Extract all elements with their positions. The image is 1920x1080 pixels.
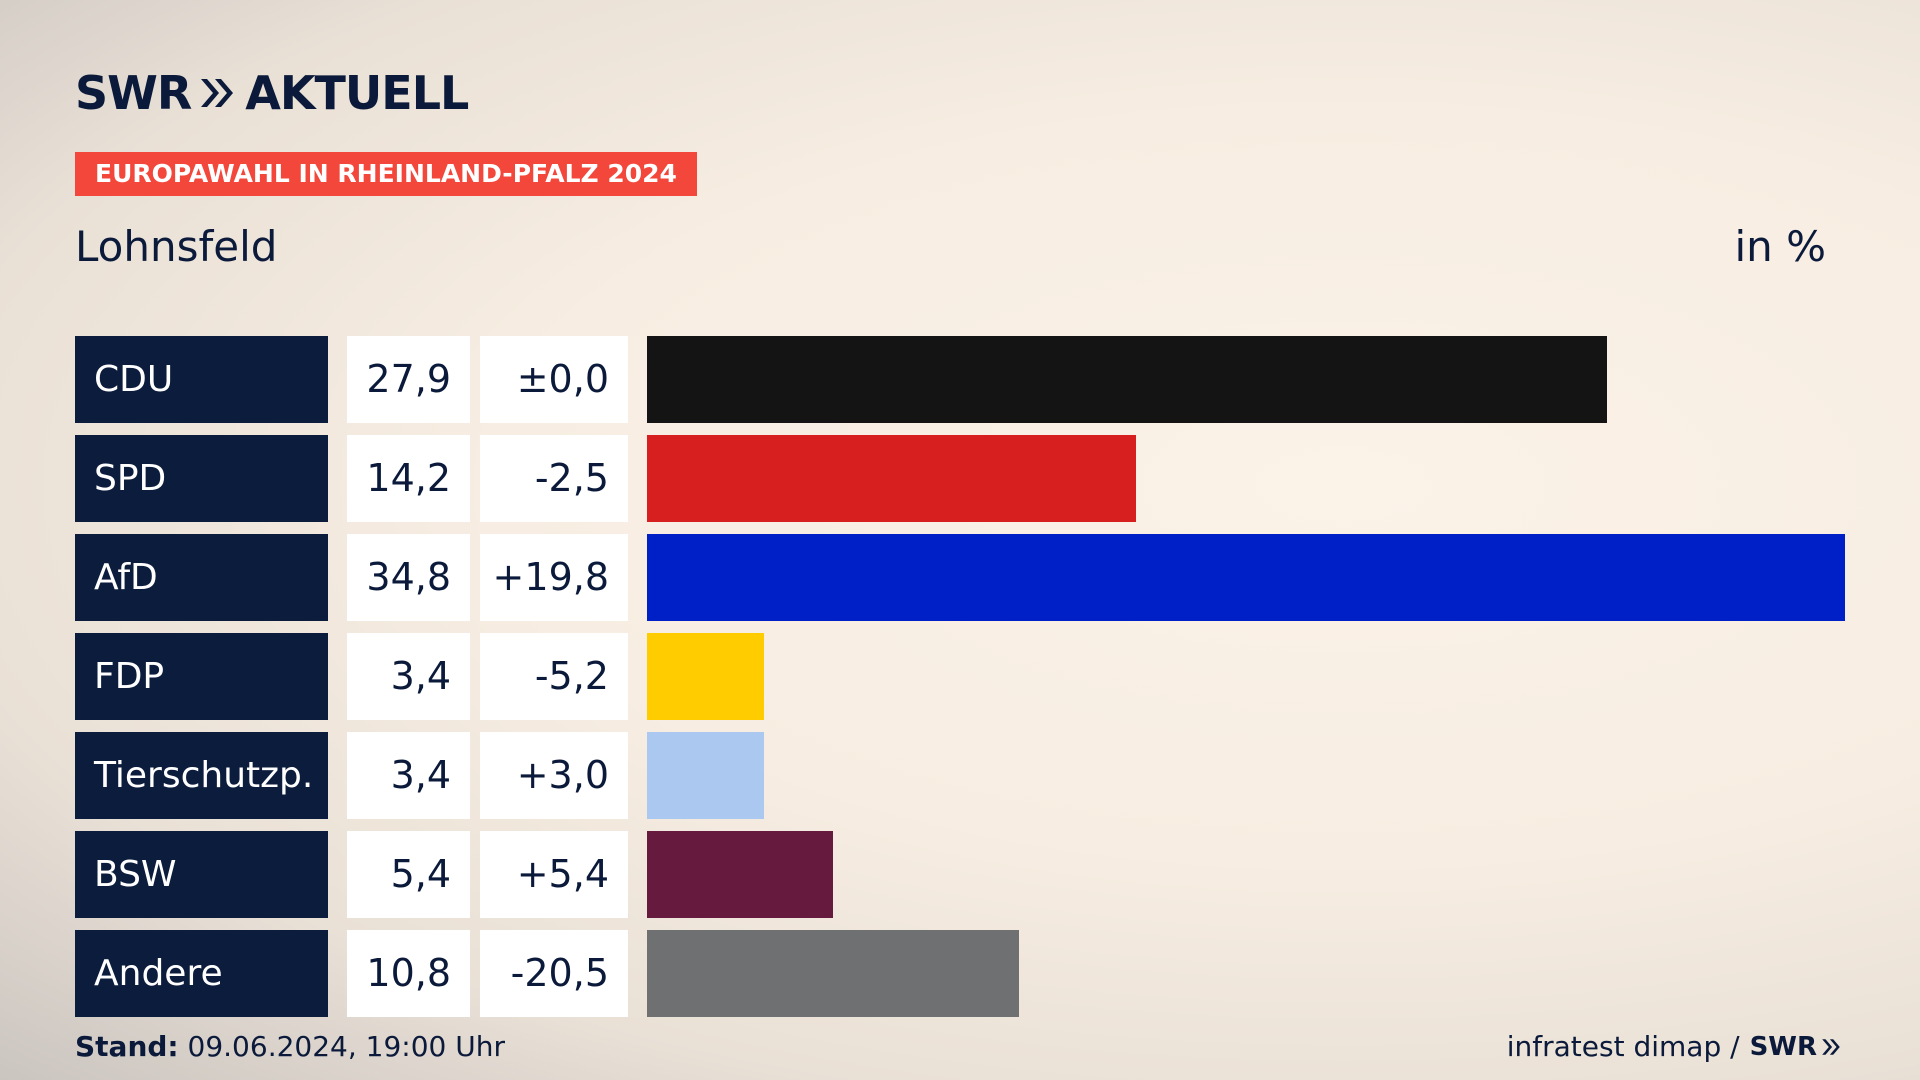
unit-label: in % (1734, 222, 1826, 271)
vote-share-label: 5,4 (347, 831, 470, 918)
party-label: Tierschutzp. (75, 732, 328, 819)
result-bar (647, 633, 764, 720)
vote-share-label: 14,2 (347, 435, 470, 522)
vote-share-label: 3,4 (347, 633, 470, 720)
change-label: -5,2 (480, 633, 628, 720)
result-bar (647, 732, 764, 819)
chart-row: BSW 5,4 +5,4 (75, 831, 1845, 918)
change-label: +3,0 (480, 732, 628, 819)
chart-row: Andere 10,8 -20,5 (75, 930, 1845, 1017)
result-bar (647, 336, 1607, 423)
party-label: AfD (75, 534, 328, 621)
vote-share-label: 10,8 (347, 930, 470, 1017)
party-label: FDP (75, 633, 328, 720)
stand-info: Stand: 09.06.2024, 19:00 Uhr (75, 1030, 505, 1063)
swr-small-logo: SWR (1750, 1032, 1842, 1062)
chart-row: CDU 27,9 ±0,0 (75, 336, 1845, 423)
party-label: SPD (75, 435, 328, 522)
double-chevron-right-icon (201, 79, 234, 107)
vote-share-label: 27,9 (347, 336, 470, 423)
result-bar (647, 930, 1019, 1017)
change-label: +19,8 (480, 534, 628, 621)
double-chevron-right-icon (1822, 1038, 1840, 1055)
change-label: +5,4 (480, 831, 628, 918)
chart-row: FDP 3,4 -5,2 (75, 633, 1845, 720)
source-text: infratest dimap / (1506, 1030, 1740, 1063)
party-label: CDU (75, 336, 328, 423)
vote-share-label: 3,4 (347, 732, 470, 819)
chart-row: SPD 14,2 -2,5 (75, 435, 1845, 522)
stand-value: 09.06.2024, 19:00 Uhr (187, 1030, 505, 1063)
result-bar (647, 534, 1845, 621)
chart-row: AfD 34,8 +19,8 (75, 534, 1845, 621)
swr-small-text: SWR (1749, 1031, 1817, 1062)
change-label: ±0,0 (480, 336, 628, 423)
vote-share-label: 34,8 (347, 534, 470, 621)
party-label: BSW (75, 831, 328, 918)
source-info: infratest dimap / SWR (1507, 1030, 1842, 1063)
party-label: Andere (75, 930, 328, 1017)
logo-aktuell-text: AKTUELL (245, 66, 469, 120)
change-label: -2,5 (480, 435, 628, 522)
election-badge: EUROPAWAHL IN RHEINLAND-PFALZ 2024 (75, 152, 697, 196)
stand-label: Stand: (75, 1030, 179, 1063)
chart-row: Tierschutzp. 3,4 +3,0 (75, 732, 1845, 819)
result-bar (647, 435, 1136, 522)
result-bar (647, 831, 833, 918)
logo-swr-text: SWR (75, 66, 192, 120)
region-title: Lohnsfeld (75, 222, 278, 271)
swr-aktuell-logo: SWR AKTUELL (75, 66, 469, 120)
change-label: -20,5 (480, 930, 628, 1017)
